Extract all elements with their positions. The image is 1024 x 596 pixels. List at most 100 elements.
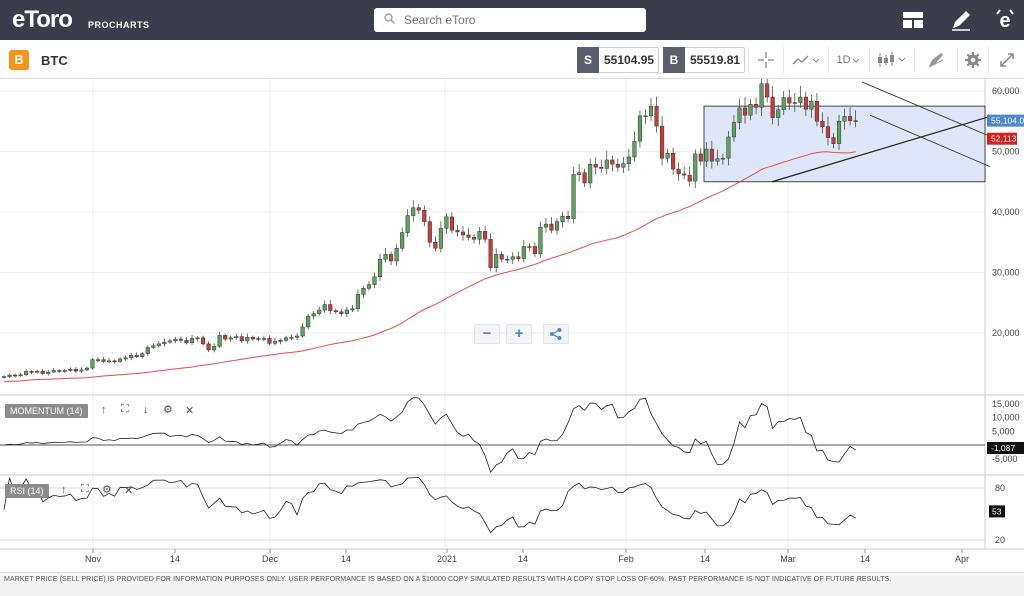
interval-dropdown[interactable]: 1D — [828, 47, 868, 73]
layout-icon[interactable] — [899, 6, 927, 34]
interval-label: 1D — [836, 54, 851, 66]
candle — [272, 337, 278, 346]
search-input[interactable] — [374, 8, 646, 32]
rsi-label[interactable]: RSI (14) — [5, 484, 49, 498]
candle — [366, 281, 372, 291]
pencil-icon[interactable] — [947, 6, 975, 34]
candle — [532, 242, 537, 257]
candle — [328, 299, 333, 315]
crosshair-button[interactable] — [748, 47, 782, 73]
candle — [709, 140, 714, 169]
candle — [178, 336, 184, 344]
candle — [820, 112, 825, 134]
settings-button[interactable] — [957, 47, 987, 73]
candle-body — [654, 105, 659, 127]
candle — [621, 156, 626, 173]
candle-body — [814, 101, 819, 122]
candle-body — [212, 346, 217, 351]
candle — [693, 149, 698, 188]
fullscreen-button[interactable] — [988, 47, 1024, 73]
etoro-e-icon[interactable]: e — [991, 6, 1019, 34]
candle-body — [383, 254, 388, 260]
candle — [848, 107, 853, 126]
candle-body — [18, 374, 23, 376]
chart-type-button[interactable] — [783, 47, 827, 73]
candle — [212, 343, 217, 353]
gear-icon[interactable]: ⚙ — [163, 404, 173, 416]
gear-icon — [964, 52, 981, 68]
candle-body — [831, 137, 836, 144]
move-down-icon[interactable]: ↓ — [143, 404, 149, 416]
chart-container[interactable]: 60,000 50,000 40,000 30,000 20,000 55,104.0 52… — [0, 73, 1024, 571]
etoro-logo[interactable]: eToro — [12, 6, 73, 33]
candle-body — [825, 126, 831, 138]
time-axis-label: Feb — [618, 554, 634, 564]
candle — [853, 110, 858, 128]
price-axis-label: 40,000 — [992, 207, 1020, 217]
candle-body — [366, 284, 372, 289]
price-axis-label: 60,000 — [992, 86, 1020, 96]
candle-body — [90, 359, 95, 369]
candle-body — [532, 246, 537, 254]
candle — [239, 333, 244, 344]
candle-body — [84, 367, 90, 371]
candle-body — [543, 223, 548, 228]
candle — [444, 213, 449, 234]
candle — [505, 255, 510, 264]
candle-body — [317, 309, 322, 314]
instrument-toolbar: B BTC S 55104.95 B 55519.81 1D — [0, 41, 1024, 79]
gear-icon[interactable]: ⚙ — [102, 484, 112, 496]
indicators-button[interactable] — [869, 47, 913, 73]
draw-tools-button[interactable] — [914, 47, 956, 73]
sell-price: 55104.95 — [604, 53, 655, 67]
candle — [51, 367, 56, 374]
candle — [7, 373, 12, 379]
candle-body — [521, 246, 526, 259]
candle — [416, 204, 421, 214]
candle-body — [134, 355, 139, 357]
current-price-tag — [987, 114, 1024, 127]
buy-price-button[interactable]: B 55519.81 — [663, 47, 746, 73]
candle — [24, 368, 29, 377]
candle-body — [494, 254, 499, 268]
candle-body — [754, 104, 759, 108]
share-button[interactable] — [543, 324, 569, 344]
candle-body — [189, 338, 195, 343]
candle-body — [234, 336, 239, 339]
candle-body — [101, 359, 106, 362]
candle-body — [283, 337, 289, 341]
candle-body — [295, 335, 300, 338]
candle — [101, 357, 106, 363]
candle-body — [466, 234, 471, 238]
candle-body — [123, 357, 128, 360]
maximize-icon[interactable]: ⛶ — [121, 403, 129, 415]
zoom-out-button[interactable]: − — [474, 324, 500, 344]
maximize-icon[interactable]: ⛶ — [81, 483, 89, 495]
candle — [195, 336, 200, 342]
candle — [472, 234, 477, 244]
move-up-icon[interactable]: ↑ — [61, 484, 67, 496]
candle — [79, 367, 84, 374]
buy-tag: B — [663, 47, 685, 73]
sell-price-button[interactable]: S 55104.95 — [577, 47, 660, 73]
candle — [151, 343, 156, 350]
rsi-value: 53 — [992, 506, 1002, 516]
ma-price-tag — [987, 132, 1017, 145]
momentum-label[interactable]: MOMENTUM (14) — [5, 404, 88, 418]
candle — [748, 99, 753, 121]
candle-body — [759, 83, 764, 108]
close-icon[interactable]: ✕ — [185, 405, 195, 417]
candle — [400, 227, 405, 252]
candle — [582, 168, 587, 188]
candle-body — [405, 215, 410, 233]
zoom-in-button[interactable]: + — [506, 324, 532, 344]
close-icon[interactable]: ✕ — [124, 485, 134, 497]
disclaimer-footer: MARKET PRICE (SELL PRICE) IS PROVIDED FO… — [0, 572, 1024, 596]
candle-body — [35, 370, 40, 373]
candle — [538, 221, 543, 258]
rsi-line — [3, 477, 856, 534]
move-up-icon[interactable]: ↑ — [101, 404, 107, 416]
candle — [333, 308, 338, 314]
candle-body — [156, 343, 161, 346]
candle-body — [57, 370, 62, 372]
